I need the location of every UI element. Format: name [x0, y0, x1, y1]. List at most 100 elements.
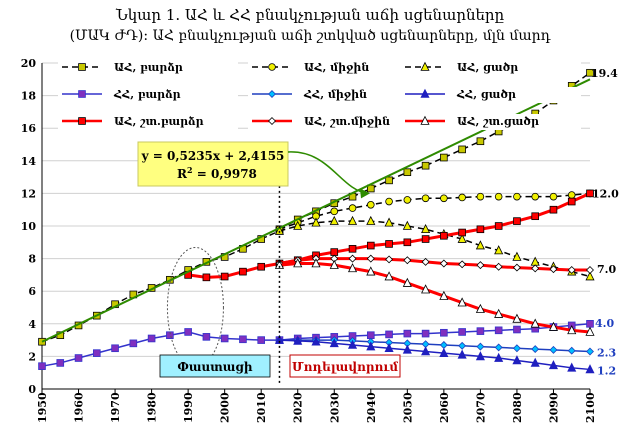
- data-point: [458, 328, 466, 336]
- data-point: [366, 254, 375, 263]
- data-point: [494, 352, 504, 362]
- data-point: [548, 360, 559, 370]
- data-point: [439, 341, 448, 349]
- legend-swatch-marker: [78, 117, 86, 125]
- data-point: [56, 359, 65, 367]
- data-point: [111, 344, 119, 353]
- x-tick-label: 2010: [255, 392, 268, 423]
- legend-bg: [248, 60, 428, 76]
- data-point: [475, 240, 485, 250]
- series-6: [184, 189, 594, 282]
- legend-label: ԱՀ, շտ.բարձր: [114, 115, 204, 128]
- y-tick-label: 16: [21, 122, 37, 135]
- legend-item-8: ԱՀ, շտ.ցածր: [401, 114, 581, 130]
- data-point: [311, 217, 321, 227]
- equation-arrow: [287, 151, 369, 195]
- data-point: [531, 212, 539, 221]
- y-tick-label: 18: [21, 90, 37, 103]
- data-point: [38, 362, 46, 370]
- data-point: [494, 308, 504, 318]
- legend-item-0: ԱՀ, բարձր: [58, 60, 238, 76]
- legend-bg: [58, 114, 238, 130]
- data-point: [475, 303, 485, 313]
- data-point: [385, 197, 393, 206]
- data-point: [585, 271, 595, 281]
- data-point: [402, 220, 412, 230]
- data-point: [458, 260, 467, 269]
- data-point: [403, 256, 412, 265]
- legend-swatch-marker: [78, 90, 86, 98]
- end-label: 1.2: [597, 364, 616, 377]
- end-label: 2.3: [597, 347, 616, 360]
- data-point: [385, 255, 394, 264]
- forecast-label-box: [289, 354, 401, 378]
- past-label: Փաստացի: [177, 360, 252, 374]
- data-point: [494, 326, 503, 335]
- data-point: [476, 342, 485, 351]
- legend: ԱՀ, բարձր ԱՀ, միջին ԱՀ, ցածր ՀՀ, բարձր ՀՀ, մ…: [58, 60, 581, 130]
- chart-subtitle: (ՄԱԿ ԺԴ)։ ԱՀ բնակչության աճի շտկված սցեն…: [70, 28, 551, 44]
- data-point: [147, 334, 156, 343]
- data-point: [549, 192, 558, 201]
- end-label: 12.0: [592, 187, 619, 200]
- data-point: [512, 344, 521, 353]
- series-line: [279, 339, 591, 371]
- x-tick-label: 2100: [584, 392, 597, 423]
- data-point: [548, 321, 559, 331]
- data-point: [348, 204, 357, 212]
- data-point: [531, 192, 539, 201]
- legend-label: ՀՀ, միջին: [303, 88, 367, 101]
- end-label: 7.0: [597, 263, 616, 276]
- data-point: [531, 345, 540, 354]
- x-tick-label: 2040: [365, 392, 378, 423]
- data-point: [421, 284, 431, 294]
- data-point: [567, 325, 577, 335]
- y-tick-label: 14: [21, 155, 37, 168]
- y-tick-label: 12: [21, 187, 36, 200]
- data-point: [440, 153, 448, 162]
- data-point: [421, 329, 430, 338]
- x-tick-label: 1980: [146, 392, 159, 423]
- data-point: [311, 336, 321, 346]
- data-point: [512, 251, 522, 261]
- legend-bg: [401, 114, 581, 130]
- data-point: [220, 272, 229, 281]
- data-point: [440, 328, 448, 337]
- data-point: [330, 207, 339, 216]
- legend-swatch-marker: [268, 90, 276, 98]
- data-point: [476, 192, 485, 201]
- data-point: [440, 231, 448, 240]
- data-point: [184, 328, 192, 336]
- data-point: [494, 262, 503, 271]
- y-tick-label: 20: [21, 57, 37, 70]
- data-point: [257, 262, 265, 271]
- data-point: [403, 329, 412, 338]
- data-point: [513, 325, 521, 334]
- series-layer: [38, 68, 595, 374]
- data-point: [567, 191, 576, 199]
- data-point: [567, 362, 577, 372]
- y-tick-label: 4: [28, 318, 36, 331]
- data-point: [475, 351, 485, 361]
- data-point: [494, 192, 503, 201]
- data-point: [567, 266, 576, 274]
- x-tick-label: 2020: [292, 392, 305, 423]
- legend-bg: [401, 87, 581, 103]
- end-label: 19.4: [591, 67, 618, 80]
- legend-item-3: ՀՀ, բարձր: [58, 87, 238, 103]
- series-line: [279, 192, 591, 230]
- legend-swatch-marker: [420, 115, 430, 125]
- data-point: [403, 196, 412, 204]
- data-point: [330, 248, 339, 256]
- data-point: [457, 297, 467, 307]
- data-point: [512, 355, 522, 365]
- data-point: [421, 235, 430, 243]
- y-tick-label: 2: [28, 350, 36, 363]
- data-point: [274, 225, 285, 235]
- data-point: [129, 339, 138, 348]
- legend-swatch-marker: [78, 63, 86, 71]
- data-point: [348, 245, 357, 253]
- y-tick-label: 8: [28, 253, 36, 266]
